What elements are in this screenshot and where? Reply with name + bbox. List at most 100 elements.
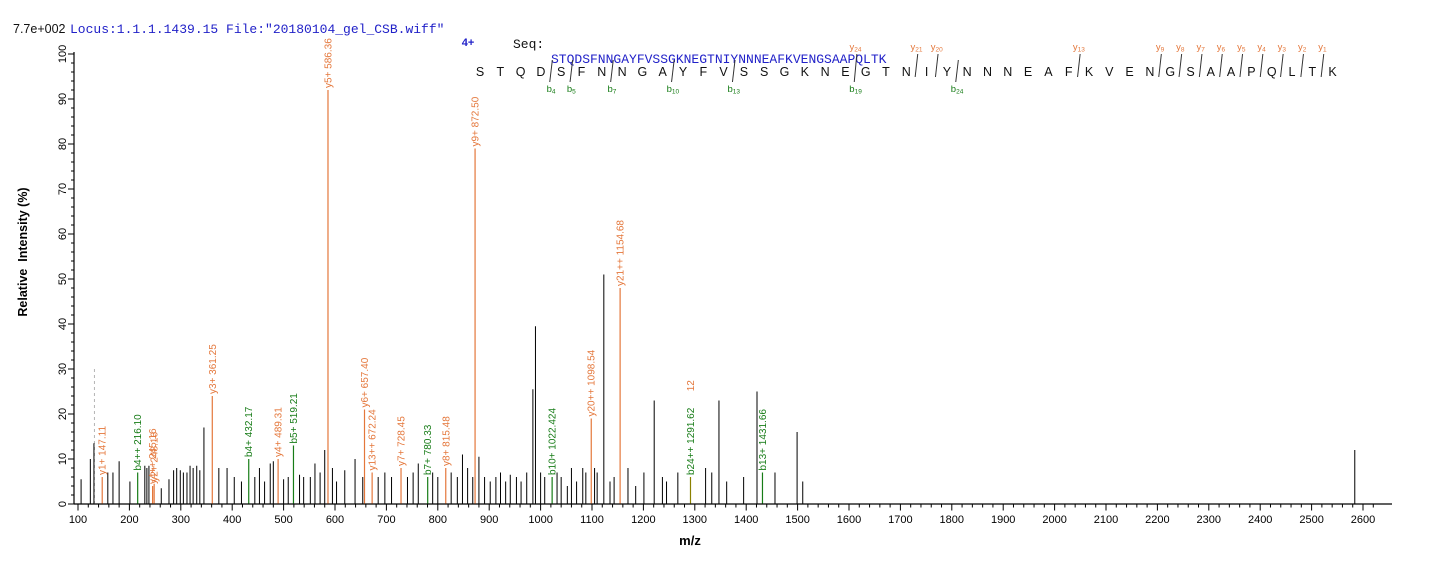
sequence-residue: T [496,65,504,79]
sequence-residue: S [557,65,565,79]
x-tick-label: 400 [223,514,241,526]
y-tick-label: 50 [57,273,69,285]
sequence-residue: Q [1267,65,1277,79]
x-tick-label: 1600 [837,514,861,526]
peak-label: y4++ 245.16 [148,428,159,484]
fragment-divider [549,59,553,83]
y-tick-label: 40 [57,318,69,330]
sequence-residue: A [659,65,668,79]
sequence-residue: K [1328,65,1337,79]
peak-label: y7+ 728.45 [397,416,408,466]
y-ion-label: y6 [1217,42,1226,54]
y-ion-label: y20 [931,42,943,54]
sequence-residue: E [841,65,849,79]
x-tick-label: 1300 [683,514,707,526]
peak-label: y8+ 815.48 [441,416,452,466]
y-ion-label: y2 [1298,42,1307,54]
fragment-divider [671,59,675,83]
peak-label: y5+ 586.36 [323,38,334,88]
y-ion-label: y3 [1278,42,1287,54]
sequence-residue: T [1308,65,1316,79]
b-ion-label: b24 [951,84,964,96]
peak-label: b10+ 1022.424 [548,408,559,475]
y-ion-label: y7 [1196,42,1205,54]
overlap-peak-label: 12 [686,380,697,392]
sequence-residue: G [780,65,790,79]
peak-label: y4+ 489.31 [274,407,285,457]
peak-label: y1+ 147.11 [98,426,109,475]
x-tick-label: 700 [377,514,395,526]
y-ion-label: y8 [1176,42,1185,54]
peak-label: y9+ 872.50 [471,96,482,146]
sequence-residue: A [1044,65,1053,79]
fragment-divider [1158,53,1162,78]
x-tick-label: 1100 [580,514,604,526]
sequence-residue: P [1247,65,1255,79]
sequence-residue: E [1125,65,1133,79]
fragment-divider [914,53,919,78]
x-tick-label: 1500 [785,514,809,526]
sequence-annotation: 4+ S T Q D S F N N G A Y F V S S G K N E G T N I Y N N N E A F K V E N G S A A… [462,37,1338,96]
y-tick-label: 20 [57,408,69,420]
y-ion-label: y24 [850,42,862,54]
fragment-divider [955,59,959,83]
sequence-residue: S [476,65,484,79]
sequence-residue: D [536,65,545,79]
x-tick-label: 1800 [940,514,964,526]
peak-label: b4+ 432.17 [244,406,255,457]
fragment-divider [1239,53,1244,78]
x-tick-label: 2200 [1145,514,1169,526]
peak-label: y6+ 657.40 [360,357,371,407]
y-axis: 0 10 20 30 40 50 60 70 80 90 100 [57,45,75,507]
full-scale-intensity-label: 7.7e+002 [13,22,66,36]
sequence-residue: G [1165,65,1175,79]
fragment-divider [853,53,858,83]
y-tick-label: 60 [57,228,69,240]
precursor-charge-label: 4+ [462,37,475,49]
sequence-residue: E [1024,65,1032,79]
peak-label: b4++ 216.10 [133,414,144,471]
x-tick-label: 1000 [528,514,552,526]
sequence-residue: A [1227,65,1236,79]
x-axis: 100 200 300 400 500 600 700 800 900 1000 1100 1200 1… [69,503,1392,526]
sequence-residue: F [578,65,586,79]
y-ion-label: y13 [1073,42,1085,54]
b-ion-label: b19 [849,84,862,96]
y-ion-label: y4 [1257,42,1266,54]
x-tick-label: 300 [172,514,190,526]
y-tick-label: 90 [57,93,69,105]
x-tick-label: 800 [429,514,447,526]
fragment-divider [1320,53,1325,78]
b-ion-label: b4 [547,84,556,96]
peak-label: b5+ 519.21 [289,393,300,444]
seq-value: STQDSFNNGAYFVSSGKNEGTNIYNNNEAFKVENGSAAPQ… [551,52,887,67]
fragment-divider [569,59,574,83]
sequence-residue: S [1186,65,1194,79]
sequence-residue: S [760,65,768,79]
y-ion-label: y9 [1156,42,1165,54]
fragment-divider [731,59,736,83]
x-tick-label: 2600 [1351,514,1375,526]
peak-label: y3+ 361.25 [208,344,219,394]
sequence-residue: L [1289,65,1296,79]
sequence-residue: N [902,65,911,79]
sequence-residue: S [740,65,748,79]
sequence-residue: Y [679,65,688,79]
b-ion-label: b13 [727,84,740,96]
sequence-residue: G [861,65,871,79]
fragment-divider [1280,53,1284,78]
x-tick-label: 1400 [734,514,758,526]
sequence-residue: K [1085,65,1094,79]
x-tick-label: 100 [69,514,87,526]
header-bar: Locus:1.1.1.1439.15 File:"20180104_gel_C… [0,7,1436,67]
peak-label: b24++ 1291.62 [686,407,697,475]
y-tick-label: 10 [57,453,69,465]
x-axis-title: m/z [679,533,701,548]
sequence-residue: N [597,65,606,79]
peaks [80,90,1356,504]
y-ion-label: y5 [1237,42,1246,54]
locus-file-text: Locus:1.1.1.1439.15 File:"20180104_gel_C… [70,22,445,37]
sequence-residue: I [925,65,928,79]
